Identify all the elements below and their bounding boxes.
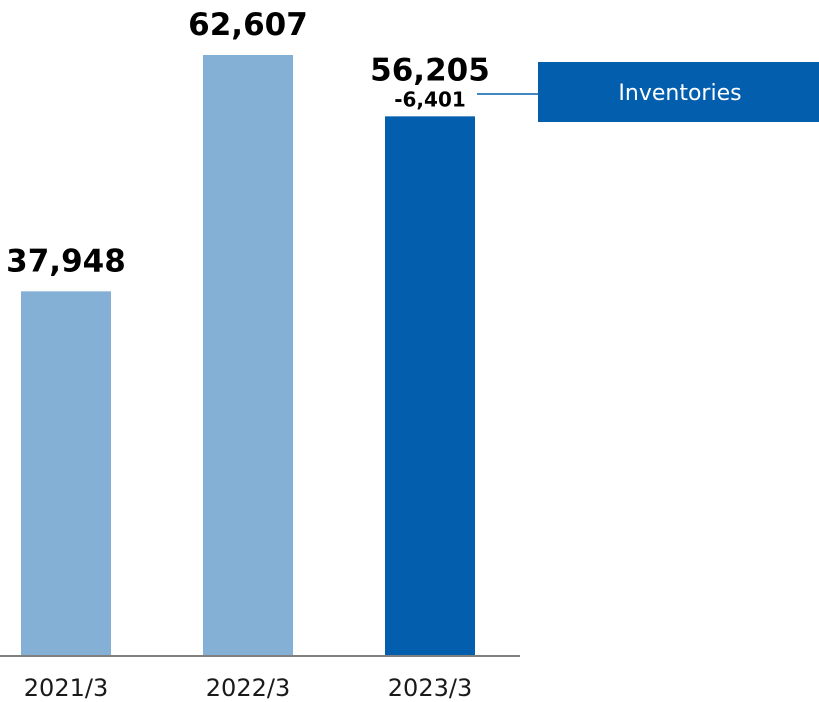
bar-2022-3 [203,55,293,655]
value-label-2023-3: 56,205 [370,52,490,88]
legend-label: Inventories [618,81,741,106]
x-tick-label-2021-3: 2021/3 [24,674,108,702]
legend: Inventories [477,62,819,122]
bar-2021-3 [21,291,111,655]
change-annotation-2023-3: -6,401 [394,87,466,111]
value-labels-layer: 37,948 62,607 56,205-6,401 [6,7,490,279]
x-tick-labels-layer: 2021/3 2022/3 2023/3 [24,674,472,702]
x-tick-label-2022-3: 2022/3 [206,674,290,702]
x-tick-label-2023-3: 2023/3 [388,674,472,702]
bar-2023-3 [385,116,475,655]
value-label-2021-3: 37,948 [6,243,126,279]
value-label-2022-3: 62,607 [188,7,308,43]
legend-box [538,62,819,122]
bars-layer [21,55,475,655]
